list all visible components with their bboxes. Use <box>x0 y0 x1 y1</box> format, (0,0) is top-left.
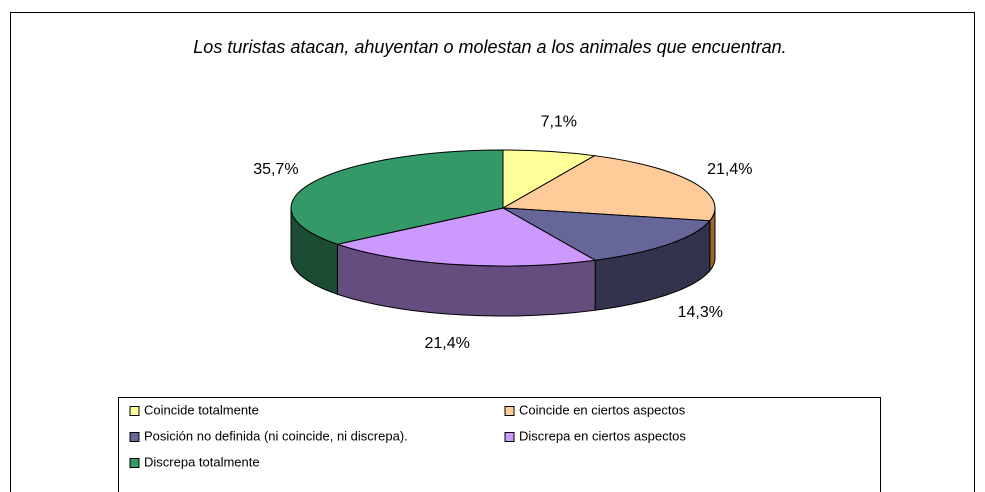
data-label: 21,4% <box>425 335 470 352</box>
data-label: 21,4% <box>707 161 752 178</box>
legend-label: Discrepa totalmente <box>144 454 260 469</box>
legend-swatch <box>129 458 140 468</box>
slice <box>501 155 716 222</box>
legend-swatch <box>129 406 140 416</box>
legend-label: Coincide totalmente <box>144 402 259 417</box>
legend-box <box>118 397 881 492</box>
legend-label: Posición no definida (ni coincide, ni di… <box>144 428 408 443</box>
slice <box>335 207 597 267</box>
data-label: 35,7% <box>253 161 298 178</box>
legend-label: Discrepa en ciertos aspectos <box>519 428 686 443</box>
slice <box>290 149 504 245</box>
data-label: 7,1% <box>541 113 577 130</box>
legend-label: Coincide en ciertos aspectos <box>519 402 686 417</box>
legend-swatch <box>129 432 140 442</box>
data-label: 14,3% <box>678 304 723 321</box>
chart-title: Los turistas atacan, ahuyentan o molesta… <box>193 37 786 57</box>
legend-swatch <box>504 406 515 416</box>
slice <box>502 207 711 261</box>
legend-swatch <box>504 432 515 442</box>
